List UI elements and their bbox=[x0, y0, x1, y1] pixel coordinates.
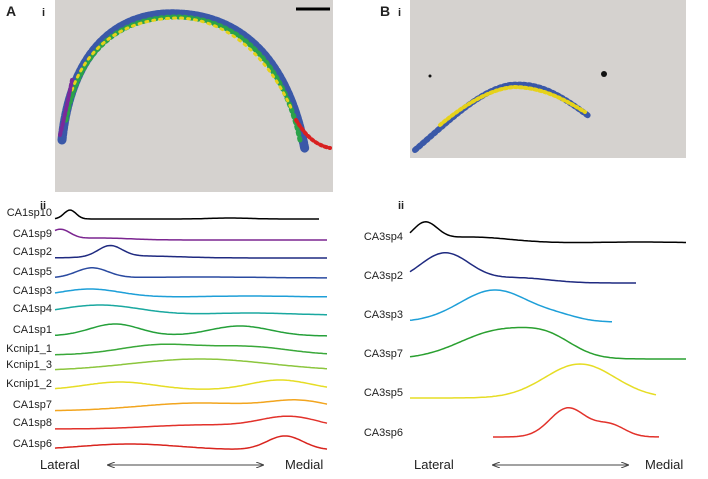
panel-letter: B bbox=[380, 3, 390, 19]
track-label: CA1sp2 bbox=[13, 246, 52, 258]
track-label: CA1sp3 bbox=[13, 285, 52, 297]
profile-curve bbox=[54, 209, 319, 220]
panel-letter: A bbox=[6, 3, 16, 19]
profile-curve bbox=[55, 415, 328, 430]
profile-curve bbox=[409, 289, 612, 323]
profile-curve bbox=[54, 288, 327, 298]
profile-curve bbox=[493, 407, 659, 438]
axis-right: Medial bbox=[285, 457, 323, 472]
profile-curve bbox=[54, 358, 328, 371]
profile-curve bbox=[54, 304, 327, 316]
axis-left: Lateral bbox=[40, 457, 80, 472]
profile-curve bbox=[54, 343, 328, 356]
track-label: Kcnip1_2 bbox=[6, 378, 52, 390]
track-label: CA1sp6 bbox=[13, 438, 52, 450]
profile-curve bbox=[54, 399, 328, 412]
sub-label: i bbox=[42, 7, 45, 19]
track-label: CA1sp9 bbox=[13, 228, 52, 240]
track-label: CA1sp4 bbox=[13, 303, 52, 315]
sub-label: ii bbox=[40, 200, 46, 212]
track-label: Kcnip1_1 bbox=[6, 343, 52, 355]
image-b bbox=[410, 0, 686, 158]
track-label: CA1sp10 bbox=[7, 207, 52, 219]
arc-b bbox=[412, 71, 607, 153]
profile-curve bbox=[409, 326, 686, 360]
profile-curve bbox=[55, 244, 327, 259]
profile-curve bbox=[54, 379, 328, 390]
sub-label: ii bbox=[398, 200, 404, 212]
sub-label: i bbox=[398, 7, 401, 19]
profile-curve bbox=[54, 323, 328, 337]
axis-left: Lateral bbox=[414, 457, 454, 472]
track-label: CA3sp5 bbox=[364, 387, 403, 399]
axis-right: Medial bbox=[645, 457, 683, 472]
profile-curve bbox=[54, 267, 327, 279]
track-label: Kcnip1_3 bbox=[6, 359, 52, 371]
profile-curve bbox=[410, 363, 657, 399]
track-label: CA3sp4 bbox=[364, 231, 403, 243]
track-label: CA1sp5 bbox=[13, 266, 52, 278]
arc-a bbox=[57, 9, 332, 155]
track-label: CA1sp7 bbox=[13, 399, 52, 411]
track-label: CA1sp1 bbox=[13, 324, 52, 336]
profile-curve bbox=[409, 252, 636, 284]
profile-curve bbox=[54, 435, 328, 450]
track-label: CA3sp7 bbox=[364, 348, 403, 360]
track-label: CA1sp8 bbox=[13, 417, 52, 429]
profile-curve bbox=[409, 221, 686, 244]
track-label: CA3sp6 bbox=[364, 427, 403, 439]
track-label: CA3sp2 bbox=[364, 270, 403, 282]
track-label: CA3sp3 bbox=[364, 309, 403, 321]
profile-curve bbox=[54, 228, 327, 241]
